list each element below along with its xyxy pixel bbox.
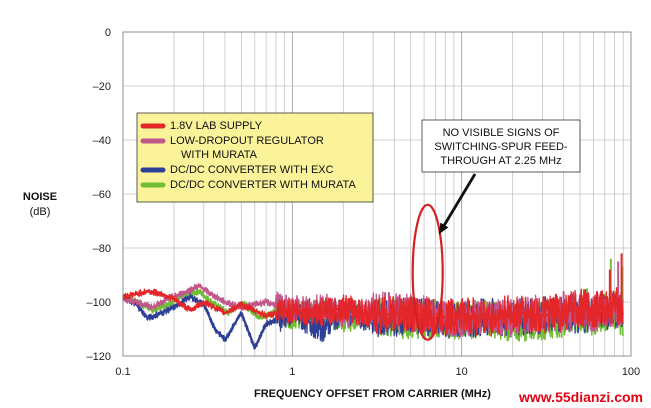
x-tick-label: 0.1 xyxy=(115,366,130,378)
annotation-arrow xyxy=(442,173,477,227)
annotation-ellipse xyxy=(411,203,444,341)
annotation-line-1: NO VISIBLE SIGNS OF xyxy=(443,127,560,139)
series-group xyxy=(122,253,625,350)
annotation-line-2: SWITCHING-SPUR FEED- xyxy=(434,141,568,153)
x-tick-label: 10 xyxy=(456,366,468,378)
legend: 1.8V LAB SUPPLY LOW-DROPOUT REGULATOR WITH… xyxy=(136,112,374,203)
plot-frame xyxy=(122,31,632,357)
x-tick-labels: 0.1 1 10 100 xyxy=(115,366,640,378)
watermark: www.55dianzi.com xyxy=(518,389,643,405)
x-tick-label: 1 xyxy=(289,366,295,378)
y-tick-label: –100 xyxy=(87,297,111,309)
y-tick-label: –60 xyxy=(93,189,111,201)
series-trend xyxy=(122,290,624,320)
legend-label: LOW-DROPOUT REGULATOR xyxy=(170,135,324,147)
annotation-box xyxy=(421,119,581,173)
x-tick-label: 100 xyxy=(622,366,640,378)
legend-label: WITH MURATA xyxy=(181,149,258,161)
y-tick-label: 0 xyxy=(105,27,111,39)
series-1 xyxy=(122,253,624,337)
x-axis-title: FREQUENCY OFFSET FROM CARRIER (MHz) xyxy=(254,388,491,400)
legend-label: 1.8V LAB SUPPLY xyxy=(170,120,263,132)
y-tick-label: –40 xyxy=(93,135,111,147)
y-tick-label: –120 xyxy=(87,351,111,363)
annotation-arrowhead xyxy=(438,222,449,235)
y-tick-label: –20 xyxy=(93,81,111,93)
y-tick-labels: 0 –20 –40 –60 –80 –100 –120 xyxy=(87,27,111,363)
y-axis-title: NOISE xyxy=(23,191,57,203)
legend-items: 1.8V LAB SUPPLY LOW-DROPOUT REGULATOR WITH… xyxy=(140,120,356,191)
legend-label: DC/DC CONVERTER WITH EXC xyxy=(170,164,334,176)
y-axis-unit: (dB) xyxy=(30,206,51,218)
legend-box xyxy=(136,112,374,203)
annotation-line-3: THROUGH AT 2.25 MHz xyxy=(440,155,561,167)
series-line xyxy=(122,287,624,337)
y-tick-label: –80 xyxy=(93,243,111,255)
annotation: NO VISIBLE SIGNS OF SWITCHING-SPUR FEED-… xyxy=(411,119,581,341)
legend-label: DC/DC CONVERTER WITH MURATA xyxy=(170,179,356,191)
